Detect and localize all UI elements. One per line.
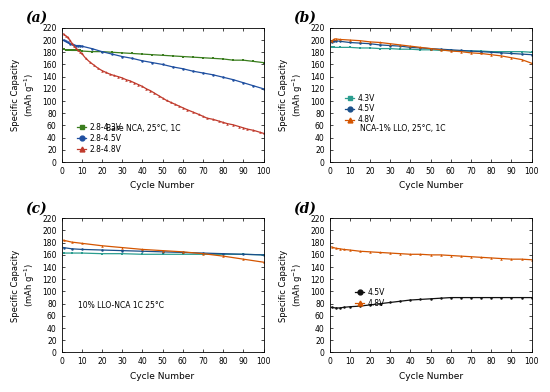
Legend: 4.5V, 4.8V: 4.5V, 4.8V — [354, 287, 386, 310]
Text: (c): (c) — [25, 201, 47, 216]
Text: Bare NCA, 25°C, 1C: Bare NCA, 25°C, 1C — [106, 124, 180, 133]
Y-axis label: Specific Capacity
(mAh g$^{-1}$): Specific Capacity (mAh g$^{-1}$) — [11, 249, 37, 321]
Y-axis label: Specific Capacity
(mAh g$^{-1}$): Specific Capacity (mAh g$^{-1}$) — [279, 249, 305, 321]
Text: (a): (a) — [25, 11, 47, 25]
Text: NCA-1% LLO, 25°C, 1C: NCA-1% LLO, 25°C, 1C — [360, 124, 446, 133]
X-axis label: Cycle Number: Cycle Number — [130, 372, 195, 381]
X-axis label: Cycle Number: Cycle Number — [399, 372, 463, 381]
X-axis label: Cycle Number: Cycle Number — [399, 181, 463, 191]
X-axis label: Cycle Number: Cycle Number — [130, 181, 195, 191]
Y-axis label: Specific Capacity
(mAh g$^{-1}$): Specific Capacity (mAh g$^{-1}$) — [279, 59, 305, 131]
Text: 10% LLO-NCA 1C 25°C: 10% LLO-NCA 1C 25°C — [78, 301, 164, 310]
Legend: 2.8-4.3V, 2.8-4.5V, 2.8-4.8V: 2.8-4.3V, 2.8-4.5V, 2.8-4.8V — [75, 122, 123, 156]
Y-axis label: Specific Capacity
(mAh g$^{-1}$): Specific Capacity (mAh g$^{-1}$) — [11, 59, 37, 131]
Text: (d): (d) — [293, 201, 316, 216]
Legend: 4.3V, 4.5V, 4.8V: 4.3V, 4.5V, 4.8V — [344, 92, 376, 126]
Text: (b): (b) — [293, 11, 316, 25]
